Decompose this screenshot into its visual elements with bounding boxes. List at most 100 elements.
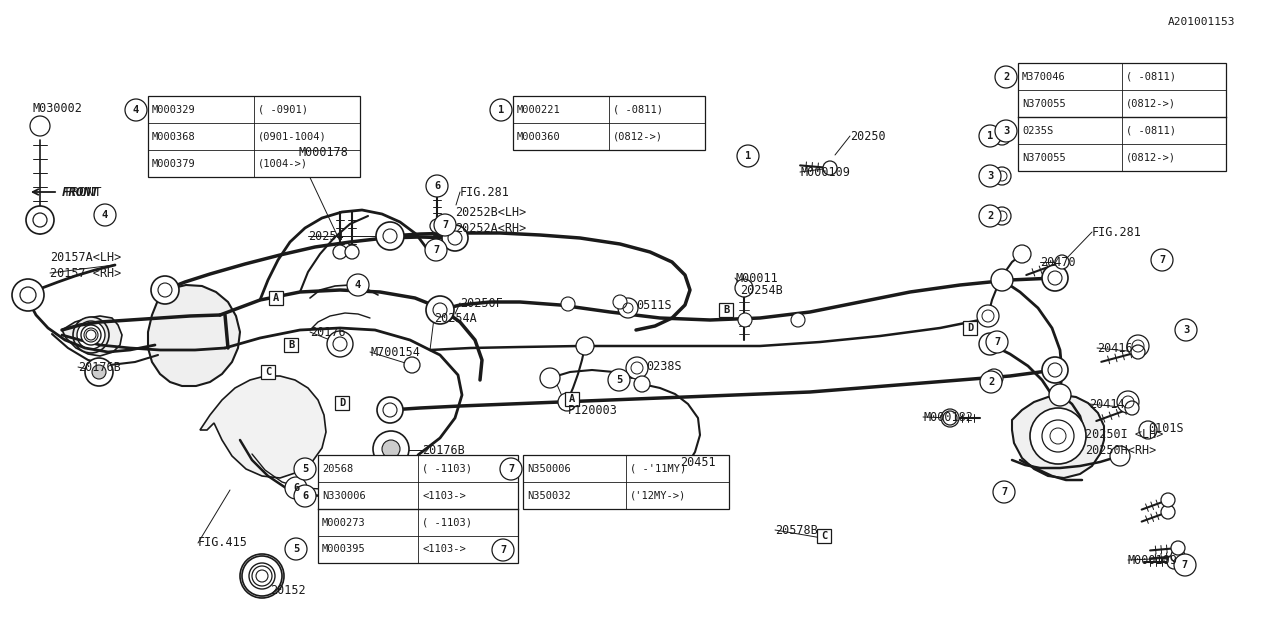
Circle shape	[608, 369, 630, 391]
Circle shape	[346, 245, 358, 259]
Text: ( -1103): ( -1103)	[422, 463, 472, 474]
Text: (0812->): (0812->)	[1126, 152, 1176, 163]
Text: 2: 2	[988, 377, 995, 387]
Polygon shape	[148, 285, 241, 386]
Text: B: B	[288, 340, 294, 350]
Text: 0511S: 0511S	[636, 298, 672, 312]
Text: M030002: M030002	[32, 102, 82, 115]
Circle shape	[372, 431, 410, 467]
Circle shape	[376, 222, 404, 250]
Circle shape	[1174, 554, 1196, 576]
Circle shape	[1126, 335, 1149, 357]
Bar	[284, 338, 298, 352]
Text: (0812->): (0812->)	[1126, 99, 1176, 109]
Text: 20250H<RH>: 20250H<RH>	[1085, 444, 1156, 456]
Circle shape	[1151, 249, 1172, 271]
Text: 4: 4	[133, 105, 140, 115]
Text: 3: 3	[987, 171, 993, 181]
Circle shape	[1117, 391, 1139, 413]
Text: 20176B: 20176B	[78, 360, 120, 374]
Text: 20157 <RH>: 20157 <RH>	[50, 266, 122, 280]
Circle shape	[294, 485, 316, 507]
Text: 3: 3	[1002, 126, 1009, 136]
Circle shape	[995, 66, 1018, 88]
Circle shape	[73, 317, 109, 353]
Text: (1004->): (1004->)	[259, 159, 308, 168]
Text: 5: 5	[302, 464, 308, 474]
Text: 20254A: 20254A	[434, 312, 476, 324]
Circle shape	[1175, 319, 1197, 341]
Circle shape	[1125, 401, 1139, 415]
Text: M700154: M700154	[370, 346, 420, 358]
Text: FIG.281: FIG.281	[460, 186, 509, 198]
Bar	[261, 365, 275, 379]
Text: 20414: 20414	[1089, 397, 1125, 410]
Text: <1103->: <1103->	[422, 490, 466, 500]
Circle shape	[737, 145, 759, 167]
Circle shape	[1139, 421, 1157, 439]
Circle shape	[490, 99, 512, 121]
Text: 4: 4	[102, 210, 108, 220]
Text: FRONT: FRONT	[65, 186, 102, 198]
Circle shape	[294, 458, 316, 480]
Text: 20176: 20176	[310, 326, 346, 339]
Bar	[719, 303, 733, 317]
Text: ( -0811): ( -0811)	[613, 104, 663, 115]
Text: M000360: M000360	[517, 131, 561, 141]
Circle shape	[430, 241, 444, 255]
Circle shape	[626, 357, 648, 379]
Circle shape	[576, 337, 594, 355]
Circle shape	[1161, 505, 1175, 519]
Circle shape	[652, 479, 669, 497]
Circle shape	[285, 538, 307, 560]
Circle shape	[735, 279, 753, 297]
Bar	[817, 529, 831, 543]
Circle shape	[1050, 384, 1071, 406]
Text: 6: 6	[293, 483, 300, 493]
Text: M000368: M000368	[152, 131, 196, 141]
Text: N350032: N350032	[527, 490, 571, 500]
Text: 5: 5	[616, 375, 622, 385]
Circle shape	[980, 371, 1002, 393]
Circle shape	[943, 411, 957, 425]
Circle shape	[26, 206, 54, 234]
Text: 7: 7	[500, 545, 506, 555]
Circle shape	[425, 239, 447, 261]
Circle shape	[1167, 555, 1181, 569]
Text: 6: 6	[302, 491, 308, 501]
Text: (0812->): (0812->)	[613, 131, 663, 141]
Circle shape	[634, 376, 650, 392]
Text: (0901-1004): (0901-1004)	[259, 131, 326, 141]
Circle shape	[986, 369, 1004, 387]
Text: A: A	[273, 293, 279, 303]
Circle shape	[125, 99, 147, 121]
Text: 20451: 20451	[680, 456, 716, 468]
Bar	[963, 321, 977, 335]
Text: P120003: P120003	[568, 403, 618, 417]
Bar	[513, 96, 705, 150]
Text: 1: 1	[745, 151, 751, 161]
Text: M00011: M00011	[735, 271, 778, 285]
Circle shape	[558, 393, 576, 411]
Text: 0101S: 0101S	[1148, 422, 1184, 435]
Circle shape	[993, 127, 1011, 145]
Circle shape	[92, 365, 106, 379]
Circle shape	[991, 269, 1012, 291]
Text: FIG.281: FIG.281	[1092, 225, 1142, 239]
Circle shape	[1042, 265, 1068, 291]
Text: 7: 7	[1158, 255, 1165, 265]
Circle shape	[979, 125, 1001, 147]
Text: 5: 5	[293, 544, 300, 554]
Text: M000221: M000221	[517, 104, 561, 115]
Circle shape	[941, 409, 959, 427]
Circle shape	[492, 539, 515, 561]
Bar	[148, 96, 360, 177]
Circle shape	[381, 440, 401, 458]
Circle shape	[242, 556, 282, 596]
Text: 1: 1	[987, 131, 993, 141]
Bar	[269, 291, 283, 305]
Text: 20176B: 20176B	[422, 444, 465, 456]
Text: N370055: N370055	[1021, 99, 1066, 109]
Text: A201001153: A201001153	[1169, 17, 1235, 27]
Text: C: C	[265, 367, 271, 377]
